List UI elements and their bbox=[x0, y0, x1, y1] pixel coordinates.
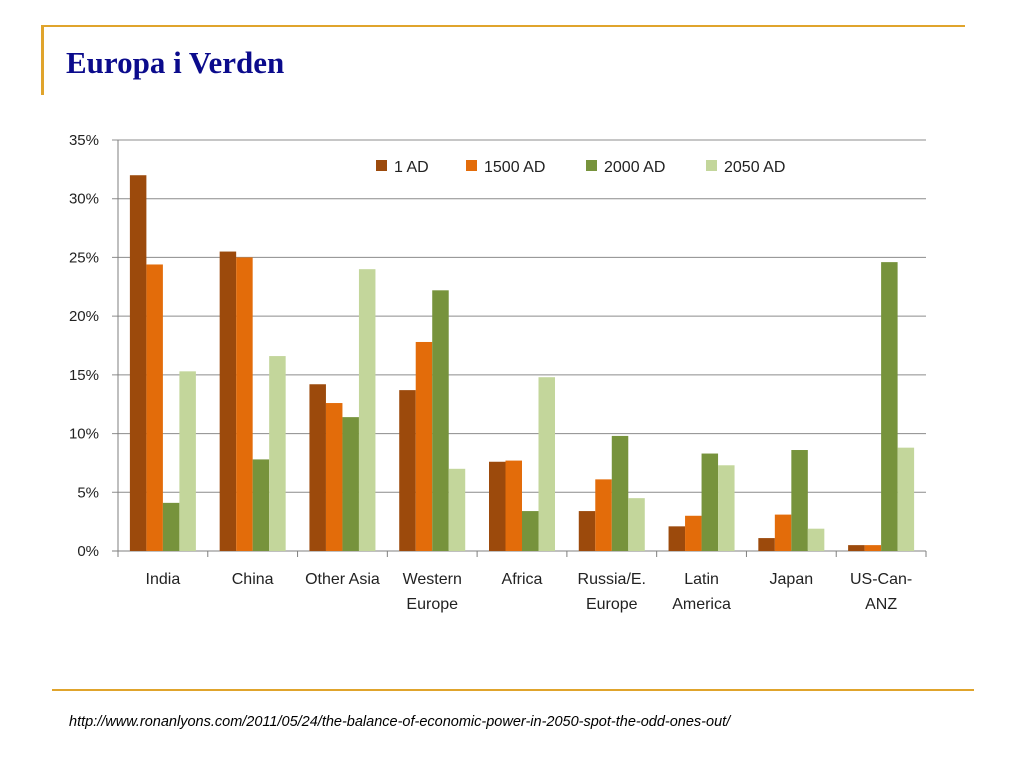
bar-3-4 bbox=[538, 377, 555, 551]
legend-label: 2050 AD bbox=[724, 159, 785, 176]
bar-1-1 bbox=[236, 257, 253, 551]
y-tick-label: 35% bbox=[69, 132, 99, 149]
bar-0-8 bbox=[848, 545, 865, 551]
bar-0-5 bbox=[578, 511, 596, 551]
x-category-label: America bbox=[672, 596, 731, 613]
x-category-label: Latin bbox=[684, 571, 719, 588]
bar-0-0 bbox=[129, 175, 147, 551]
bar-1-3 bbox=[415, 341, 433, 551]
y-tick-label: 15% bbox=[69, 367, 99, 384]
title-accent-vertical-rule bbox=[41, 25, 44, 95]
bar-1-0 bbox=[146, 264, 163, 551]
bar-1-4 bbox=[505, 460, 522, 551]
y-tick-label: 10% bbox=[69, 426, 99, 443]
x-category-label: Russia/E. bbox=[578, 571, 646, 588]
bar-1-2 bbox=[325, 403, 343, 551]
bar-2-8 bbox=[881, 262, 898, 551]
legend-label: 2000 AD bbox=[604, 159, 665, 176]
y-tick-label: 25% bbox=[69, 249, 99, 266]
bar-0-6 bbox=[668, 526, 686, 551]
bar-2-0 bbox=[162, 502, 180, 551]
bar-1-6 bbox=[685, 515, 702, 551]
bar-3-2 bbox=[358, 269, 376, 551]
x-category-label: Europe bbox=[406, 596, 458, 613]
source-link[interactable]: http://www.ronanlyons.com/2011/05/24/the… bbox=[69, 714, 731, 730]
bar-2-3 bbox=[432, 290, 449, 551]
bar-2-2 bbox=[342, 417, 359, 551]
bar-1-8 bbox=[864, 545, 882, 551]
legend-label: 1500 AD bbox=[484, 159, 545, 176]
y-tick-label: 20% bbox=[69, 308, 99, 325]
bar-2-7 bbox=[791, 450, 808, 551]
title-accent-horizontal-rule bbox=[41, 25, 965, 27]
x-category-label: Western bbox=[403, 571, 462, 588]
footer-rule bbox=[52, 689, 974, 691]
bar-0-1 bbox=[219, 251, 237, 552]
x-category-label: Japan bbox=[770, 571, 814, 588]
slide-title: Europa i Verden bbox=[66, 45, 285, 80]
bar-0-3 bbox=[399, 390, 416, 551]
bar-0-2 bbox=[309, 384, 326, 551]
y-tick-label: 30% bbox=[69, 191, 99, 208]
bar-3-7 bbox=[807, 528, 825, 551]
bar-1-7 bbox=[774, 514, 792, 551]
bar-3-8 bbox=[897, 447, 915, 551]
x-category-label: Africa bbox=[502, 571, 543, 588]
x-category-label: ANZ bbox=[865, 596, 897, 613]
legend-swatch bbox=[466, 160, 477, 171]
bar-3-1 bbox=[269, 356, 286, 551]
x-category-label: Other Asia bbox=[305, 571, 380, 588]
bar-0-4 bbox=[489, 461, 506, 551]
bar-1-5 bbox=[595, 479, 612, 551]
bar-3-3 bbox=[448, 468, 466, 551]
bar-chart: 0% 5% 10% 15% 20% 25% 30% 35% India China Other As… bbox=[69, 132, 927, 613]
bar-3-6 bbox=[718, 465, 735, 551]
bar-2-5 bbox=[611, 435, 629, 551]
bar-2-1 bbox=[252, 459, 270, 551]
bar-0-7 bbox=[758, 538, 775, 551]
y-tick-label: 0% bbox=[77, 543, 99, 560]
y-tick-label: 5% bbox=[77, 484, 99, 501]
x-category-label: China bbox=[232, 571, 274, 588]
x-category-label: Europe bbox=[586, 596, 638, 613]
bar-3-0 bbox=[179, 371, 196, 551]
legend-swatch bbox=[586, 160, 597, 171]
bar-3-5 bbox=[628, 498, 645, 551]
legend-label: 1 AD bbox=[394, 159, 429, 176]
legend-swatch bbox=[706, 160, 717, 171]
legend-swatch bbox=[376, 160, 387, 171]
bar-2-6 bbox=[701, 453, 719, 551]
x-category-label: US-Can- bbox=[850, 571, 912, 588]
x-category-label: India bbox=[146, 571, 181, 588]
bar-2-4 bbox=[522, 511, 539, 551]
